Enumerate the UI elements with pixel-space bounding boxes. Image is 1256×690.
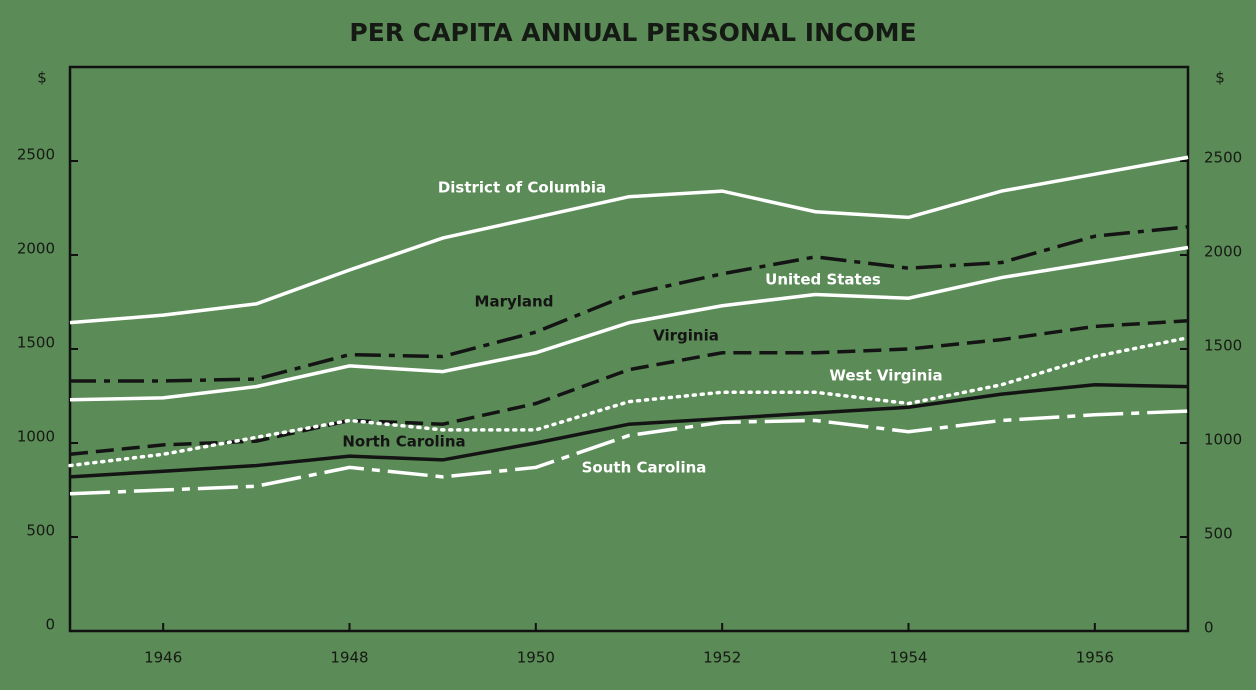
series-label: North Carolina [342,433,465,451]
series-line [70,225,1189,383]
y-tick-label: 1500 [17,334,55,352]
y-tick-label-right: 1000 [1204,431,1242,449]
series-line [69,319,1189,457]
series-line [69,155,1189,325]
y-tick-label: 2500 [17,146,55,164]
y-tick-label: 1000 [17,428,55,446]
plot-frame [68,65,1190,633]
y-tick-label: 500 [26,522,55,540]
y-tick-label-right: 1500 [1204,337,1242,355]
y-tick-label: 0 [45,616,55,634]
series-label: West Virginia [829,367,942,385]
series-line [68,335,1190,468]
series-label: South Carolina [582,459,707,477]
series-line [69,409,1189,496]
series-label: District of Columbia [438,179,606,197]
y-tick-label-right: 2000 [1204,243,1242,261]
x-tick-label: 1948 [330,649,368,667]
x-tick-label: 1952 [703,649,741,667]
series-line [69,245,1189,402]
series-label: Virginia [653,327,719,345]
x-tick-label: 1954 [889,649,927,667]
x-tick-label: 1956 [1076,649,1114,667]
y-tick-label-right: 2500 [1204,149,1242,167]
series-line [69,382,1189,479]
x-tick-label: 1950 [517,649,555,667]
y-axis-label: $ [37,69,47,87]
y-axis-label-right: $ [1215,69,1225,87]
y-tick-label-right: 0 [1204,619,1214,637]
series-label: United States [765,271,881,289]
series-label: Maryland [475,293,554,311]
chart-title: PER CAPITA ANNUAL PERSONAL INCOME [349,18,916,47]
x-tick-label: 1946 [144,649,182,667]
y-tick-label-right: 500 [1204,525,1233,543]
y-tick-label: 2000 [17,240,55,258]
